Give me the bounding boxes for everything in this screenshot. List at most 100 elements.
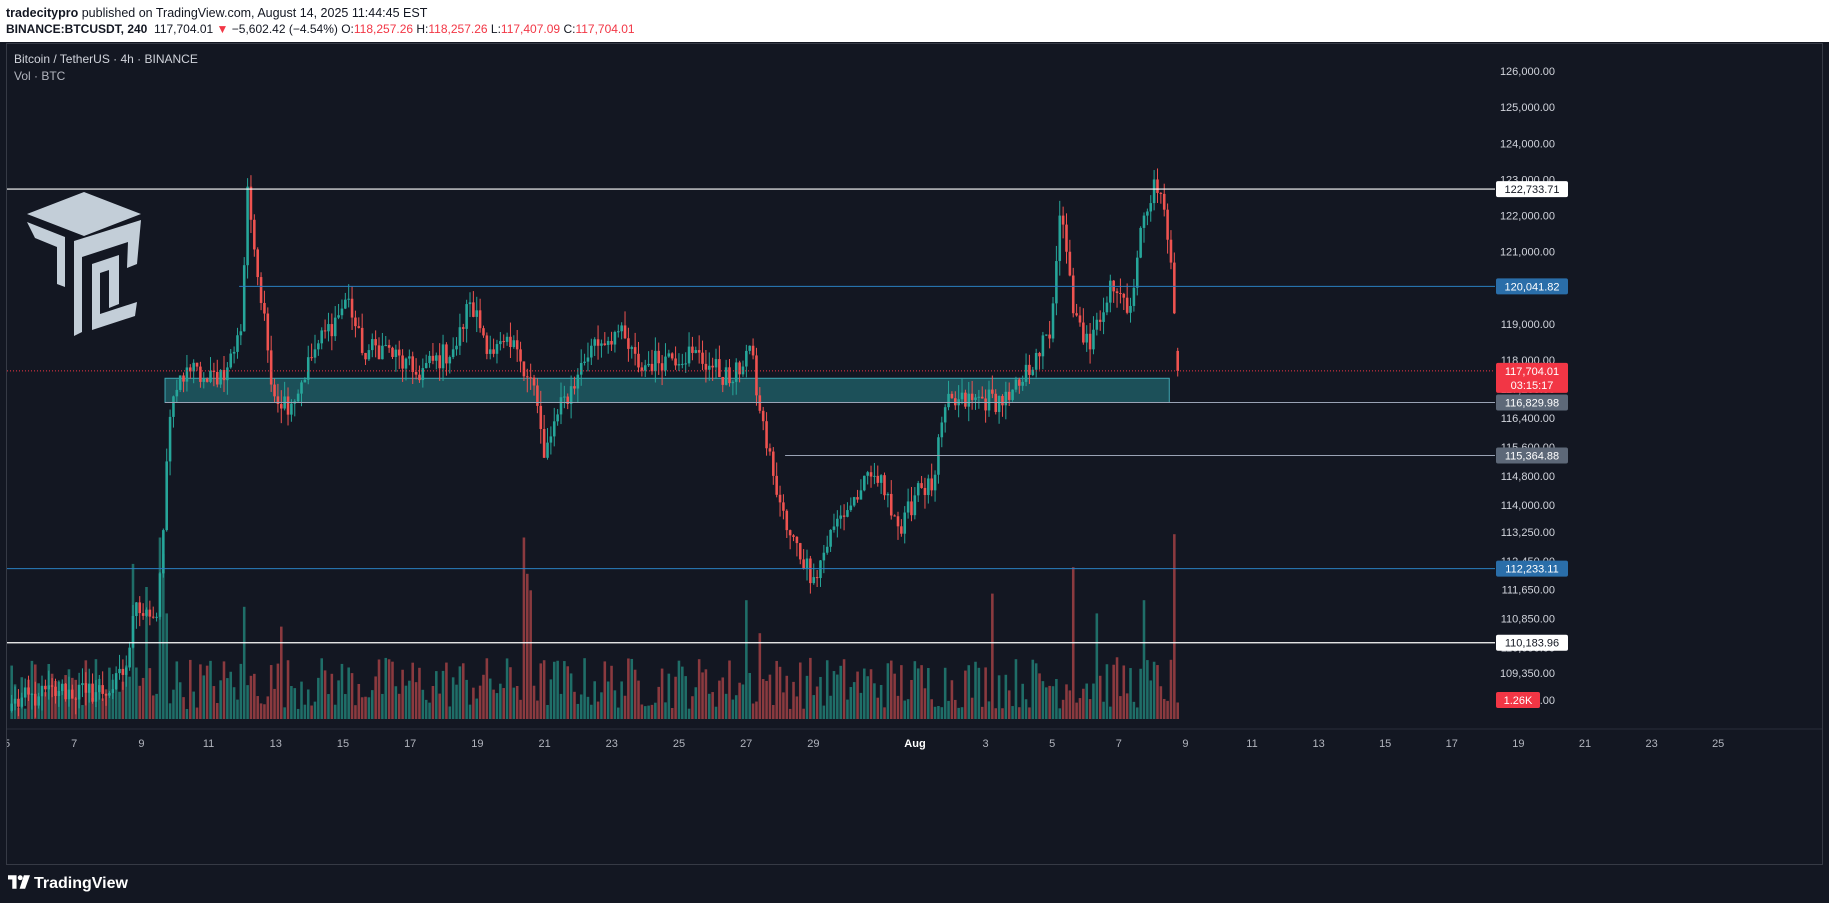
- candle: [215, 359, 219, 388]
- candle: [923, 477, 927, 509]
- volume-bar: [246, 685, 249, 719]
- volume-bar: [1068, 690, 1072, 719]
- candle: [802, 549, 805, 570]
- candle: [566, 393, 570, 410]
- volume-bar: [549, 679, 553, 719]
- open-value: 118,257.26: [353, 22, 414, 36]
- candle: [10, 694, 13, 713]
- low-label: L:: [490, 22, 501, 36]
- volume-bar: [492, 689, 495, 719]
- volume-bar: [124, 665, 128, 719]
- volume-bar: [357, 684, 361, 719]
- time-axis[interactable]: 5 7 9 11 13 15 17 19 21 23 25 27 29 Aug 3 5 7 9 11 13 15 17 19…: [4, 728, 1822, 750]
- candle: [812, 563, 816, 585]
- volume-bar: [44, 692, 47, 719]
- volume-bar: [293, 688, 297, 719]
- volume-bar: [428, 702, 431, 719]
- candle: [677, 353, 681, 372]
- volume-bar: [451, 677, 455, 719]
- volume-bar: [836, 674, 839, 719]
- volume-bar: [893, 673, 896, 719]
- volume-bar: [593, 681, 596, 719]
- candle: [226, 362, 229, 395]
- candle: [1075, 303, 1078, 317]
- volume-bar: [148, 668, 152, 719]
- volume-bar: [215, 703, 219, 719]
- candle: [967, 381, 971, 422]
- x-tick-label: 29: [807, 738, 819, 750]
- tradingview-logo[interactable]: TradingView: [8, 875, 128, 893]
- volume-bar: [431, 685, 435, 719]
- candle: [1071, 267, 1075, 318]
- candle: [563, 385, 566, 409]
- volume-bar: [455, 684, 458, 719]
- volume-bar: [556, 660, 559, 719]
- candle: [542, 414, 546, 458]
- publisher-name[interactable]: tradecitypro: [6, 6, 79, 20]
- volume-bar: [559, 693, 563, 719]
- candle: [138, 596, 142, 627]
- candle: [1146, 208, 1149, 226]
- chart-canvas[interactable]: 126,000.00125,000.00124,000.00123,000.00…: [4, 44, 1822, 864]
- candle: [1061, 206, 1065, 239]
- level-price-label: 112,233.11: [1496, 560, 1568, 577]
- candle: [209, 357, 212, 384]
- candle: [997, 395, 1001, 424]
- volume-bar: [738, 682, 741, 719]
- volume-bar: [691, 696, 694, 719]
- candle: [674, 346, 677, 370]
- svg-text:112,233.11: 112,233.11: [1505, 564, 1558, 576]
- candle: [330, 313, 334, 351]
- volume-bar: [849, 687, 853, 719]
- candle: [327, 312, 330, 342]
- candle: [526, 368, 529, 393]
- candle: [195, 362, 199, 371]
- volume-bar: [212, 686, 216, 719]
- volume-bar: [778, 666, 782, 719]
- volume-bar: [596, 701, 600, 719]
- volume-bar: [886, 663, 890, 719]
- high-value: 118,257.26: [428, 22, 488, 36]
- candle: [337, 303, 340, 320]
- y-tick-label: 121,000.00: [1500, 247, 1555, 259]
- volume-bar: [175, 661, 179, 719]
- svg-text:116,829.98: 116,829.98: [1505, 397, 1559, 409]
- volume-bar: [1142, 600, 1146, 719]
- volume-bar: [350, 673, 354, 719]
- candle: [745, 344, 748, 378]
- candle: [798, 542, 802, 565]
- volume-bar: [488, 678, 492, 719]
- volume-bar: [300, 681, 303, 719]
- candle: [974, 393, 977, 410]
- candle: [532, 374, 536, 396]
- candle: [145, 607, 148, 618]
- candle: [1055, 245, 1058, 316]
- candle: [697, 335, 701, 364]
- volume-bar: [707, 693, 711, 719]
- volume-bar: [515, 686, 519, 719]
- candle: [1098, 310, 1102, 331]
- volume-bar: [657, 686, 661, 719]
- volume-bar: [249, 675, 253, 719]
- candle: [1122, 292, 1126, 310]
- candle: [458, 313, 462, 356]
- candle: [1044, 334, 1048, 337]
- candle: [428, 350, 431, 368]
- volume-bar: [236, 699, 239, 719]
- volume-bar: [731, 699, 735, 719]
- x-tick-label: 13: [1312, 738, 1324, 750]
- candle: [1152, 170, 1156, 211]
- volume-bar: [317, 677, 320, 719]
- candle: [889, 480, 893, 520]
- candle: [408, 349, 411, 366]
- candle: [832, 513, 836, 533]
- volume-bar: [441, 670, 445, 719]
- volume-bar: [606, 681, 610, 719]
- candle: [401, 349, 404, 382]
- volume-bar: [957, 707, 960, 719]
- candle: [654, 337, 657, 383]
- volume-bar: [1041, 681, 1045, 719]
- candle: [448, 355, 452, 374]
- chart-frame[interactable]: 126,000.00 125,000.00 124,000.00 123,000.00…: [4, 43, 1823, 865]
- volume-bar: [889, 660, 893, 719]
